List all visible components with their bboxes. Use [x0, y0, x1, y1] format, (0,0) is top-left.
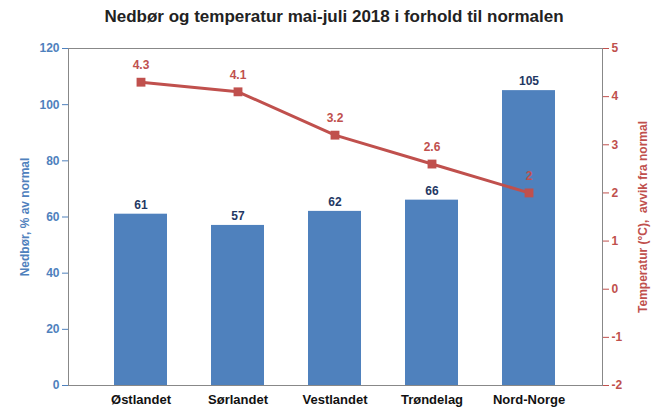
svg-text:60: 60 [46, 210, 60, 224]
svg-text:100: 100 [39, 98, 59, 112]
svg-text:20: 20 [46, 322, 60, 336]
svg-text:3: 3 [612, 138, 619, 152]
svg-text:4.1: 4.1 [230, 68, 247, 82]
svg-text:4: 4 [612, 89, 619, 103]
svg-text:Østlandet: Østlandet [111, 392, 172, 407]
svg-text:61: 61 [134, 198, 148, 212]
svg-text:2.6: 2.6 [424, 140, 441, 154]
svg-text:40: 40 [46, 266, 60, 280]
svg-text:4.3: 4.3 [133, 58, 150, 72]
svg-text:120: 120 [39, 41, 59, 55]
svg-text:Sørlandet: Sørlandet [208, 392, 269, 407]
svg-text:-2: -2 [612, 378, 623, 392]
svg-text:2: 2 [526, 169, 533, 183]
svg-text:3.2: 3.2 [327, 111, 344, 125]
svg-text:5: 5 [612, 41, 619, 55]
svg-text:57: 57 [231, 209, 245, 223]
svg-text:105: 105 [519, 74, 539, 88]
svg-text:Vestlandet: Vestlandet [302, 392, 368, 407]
svg-text:1: 1 [612, 234, 619, 248]
svg-text:62: 62 [328, 195, 342, 209]
svg-text:Nedbør, % av normal: Nedbør, % av normal [18, 158, 32, 277]
svg-text:Nord-Norge: Nord-Norge [493, 392, 565, 407]
svg-text:-1: -1 [612, 330, 623, 344]
svg-text:0: 0 [612, 282, 619, 296]
svg-text:66: 66 [425, 184, 439, 198]
svg-text:2: 2 [612, 186, 619, 200]
svg-text:Trøndelag: Trøndelag [401, 392, 463, 407]
html-text:Nedbør og temperatur mai-juli: Nedbør og temperatur mai-juli 2018 i for… [104, 7, 564, 26]
svg-text:80: 80 [46, 154, 60, 168]
svg-text:0: 0 [53, 378, 60, 392]
svg-text:Temperatur (°C), avvik fra no: Temperatur (°C), avvik fra normal [636, 121, 650, 313]
